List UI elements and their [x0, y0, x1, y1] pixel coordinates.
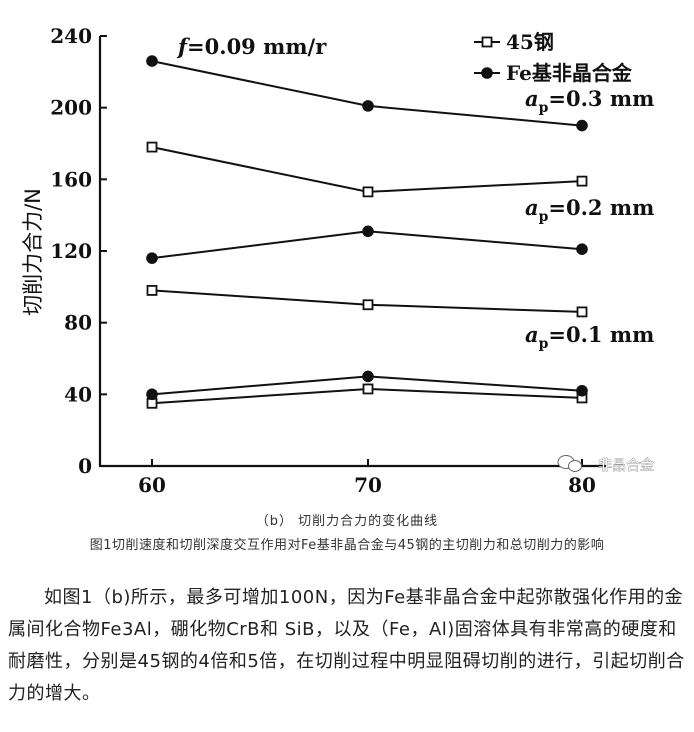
legend-label: Fe基非晶合金 — [506, 61, 633, 85]
depth-label-0.1: ap=0.1 mm — [525, 322, 654, 352]
data-point — [146, 388, 158, 401]
data-point — [146, 397, 158, 409]
legend-label: 45钢 — [506, 30, 554, 54]
series-1 — [146, 55, 588, 132]
x-tick-label: 70 — [354, 473, 382, 497]
data-point — [146, 252, 158, 264]
y-tick-label: 120 — [50, 239, 92, 263]
series-4 — [146, 383, 588, 409]
x-tick-label: 60 — [138, 473, 166, 497]
subfigure-caption: （b） 切削力合力的变化曲线 — [255, 514, 439, 529]
wechat-icon — [557, 455, 582, 472]
y-tick-label: 160 — [50, 167, 92, 191]
series-0 — [146, 141, 588, 198]
watermark: 非晶合金 — [557, 455, 654, 474]
series-layer — [146, 55, 588, 409]
axes: 0 40 80 120 160 200 240 60 70 80 — [50, 24, 606, 497]
data-point — [362, 186, 374, 198]
data-point — [146, 285, 158, 296]
y-tick-label: 200 — [50, 96, 92, 120]
body-paragraph: 如图1（b)所示，最多可增加100N，因为Fe基非晶合金中起弥散强化作用的金属间… — [8, 587, 685, 704]
data-point — [576, 243, 588, 256]
data-point — [362, 225, 374, 238]
data-point — [362, 100, 374, 112]
series-3 — [146, 225, 588, 264]
legend: 45钢 Fe基非晶合金 — [474, 30, 633, 85]
depth-label-0.3: ap=0.3 mm — [525, 86, 654, 116]
watermark-text: 非晶合金 — [598, 458, 654, 474]
x-tick-label: 80 — [568, 473, 596, 497]
series-5 — [146, 370, 588, 401]
data-point — [146, 55, 158, 67]
legend-marker — [481, 67, 493, 79]
legend-marker — [481, 36, 493, 48]
data-point — [362, 383, 374, 395]
series-2 — [146, 285, 588, 318]
data-point — [576, 384, 588, 397]
data-point — [362, 299, 374, 311]
y-axis-label: 切削力合力/N — [21, 188, 45, 316]
y-tick-label: 0 — [78, 454, 92, 478]
data-point — [576, 306, 588, 318]
feed-rate-label: f=0.09 mm/r — [176, 34, 327, 59]
series-line — [151, 146, 583, 193]
data-point — [146, 141, 158, 153]
y-tick-label: 240 — [50, 24, 92, 48]
legend-item: Fe基非晶合金 — [474, 61, 633, 85]
data-point — [576, 119, 588, 132]
cutting-force-chart: 0 40 80 120 160 200 240 60 70 80 45钢 Fe基非晶合金 切削力合力… — [21, 24, 654, 497]
legend-item: 45钢 — [474, 30, 554, 54]
y-tick-label: 80 — [64, 311, 92, 335]
depth-label-0.2: ap=0.2 mm — [525, 195, 654, 225]
data-point — [576, 175, 588, 187]
figure-caption: 图1切削速度和切削深度交互作用对Fe基非晶合金与45钢的主切削力和总切削力的影响 — [89, 538, 605, 553]
y-tick-label: 40 — [64, 382, 92, 406]
data-point — [362, 370, 374, 383]
